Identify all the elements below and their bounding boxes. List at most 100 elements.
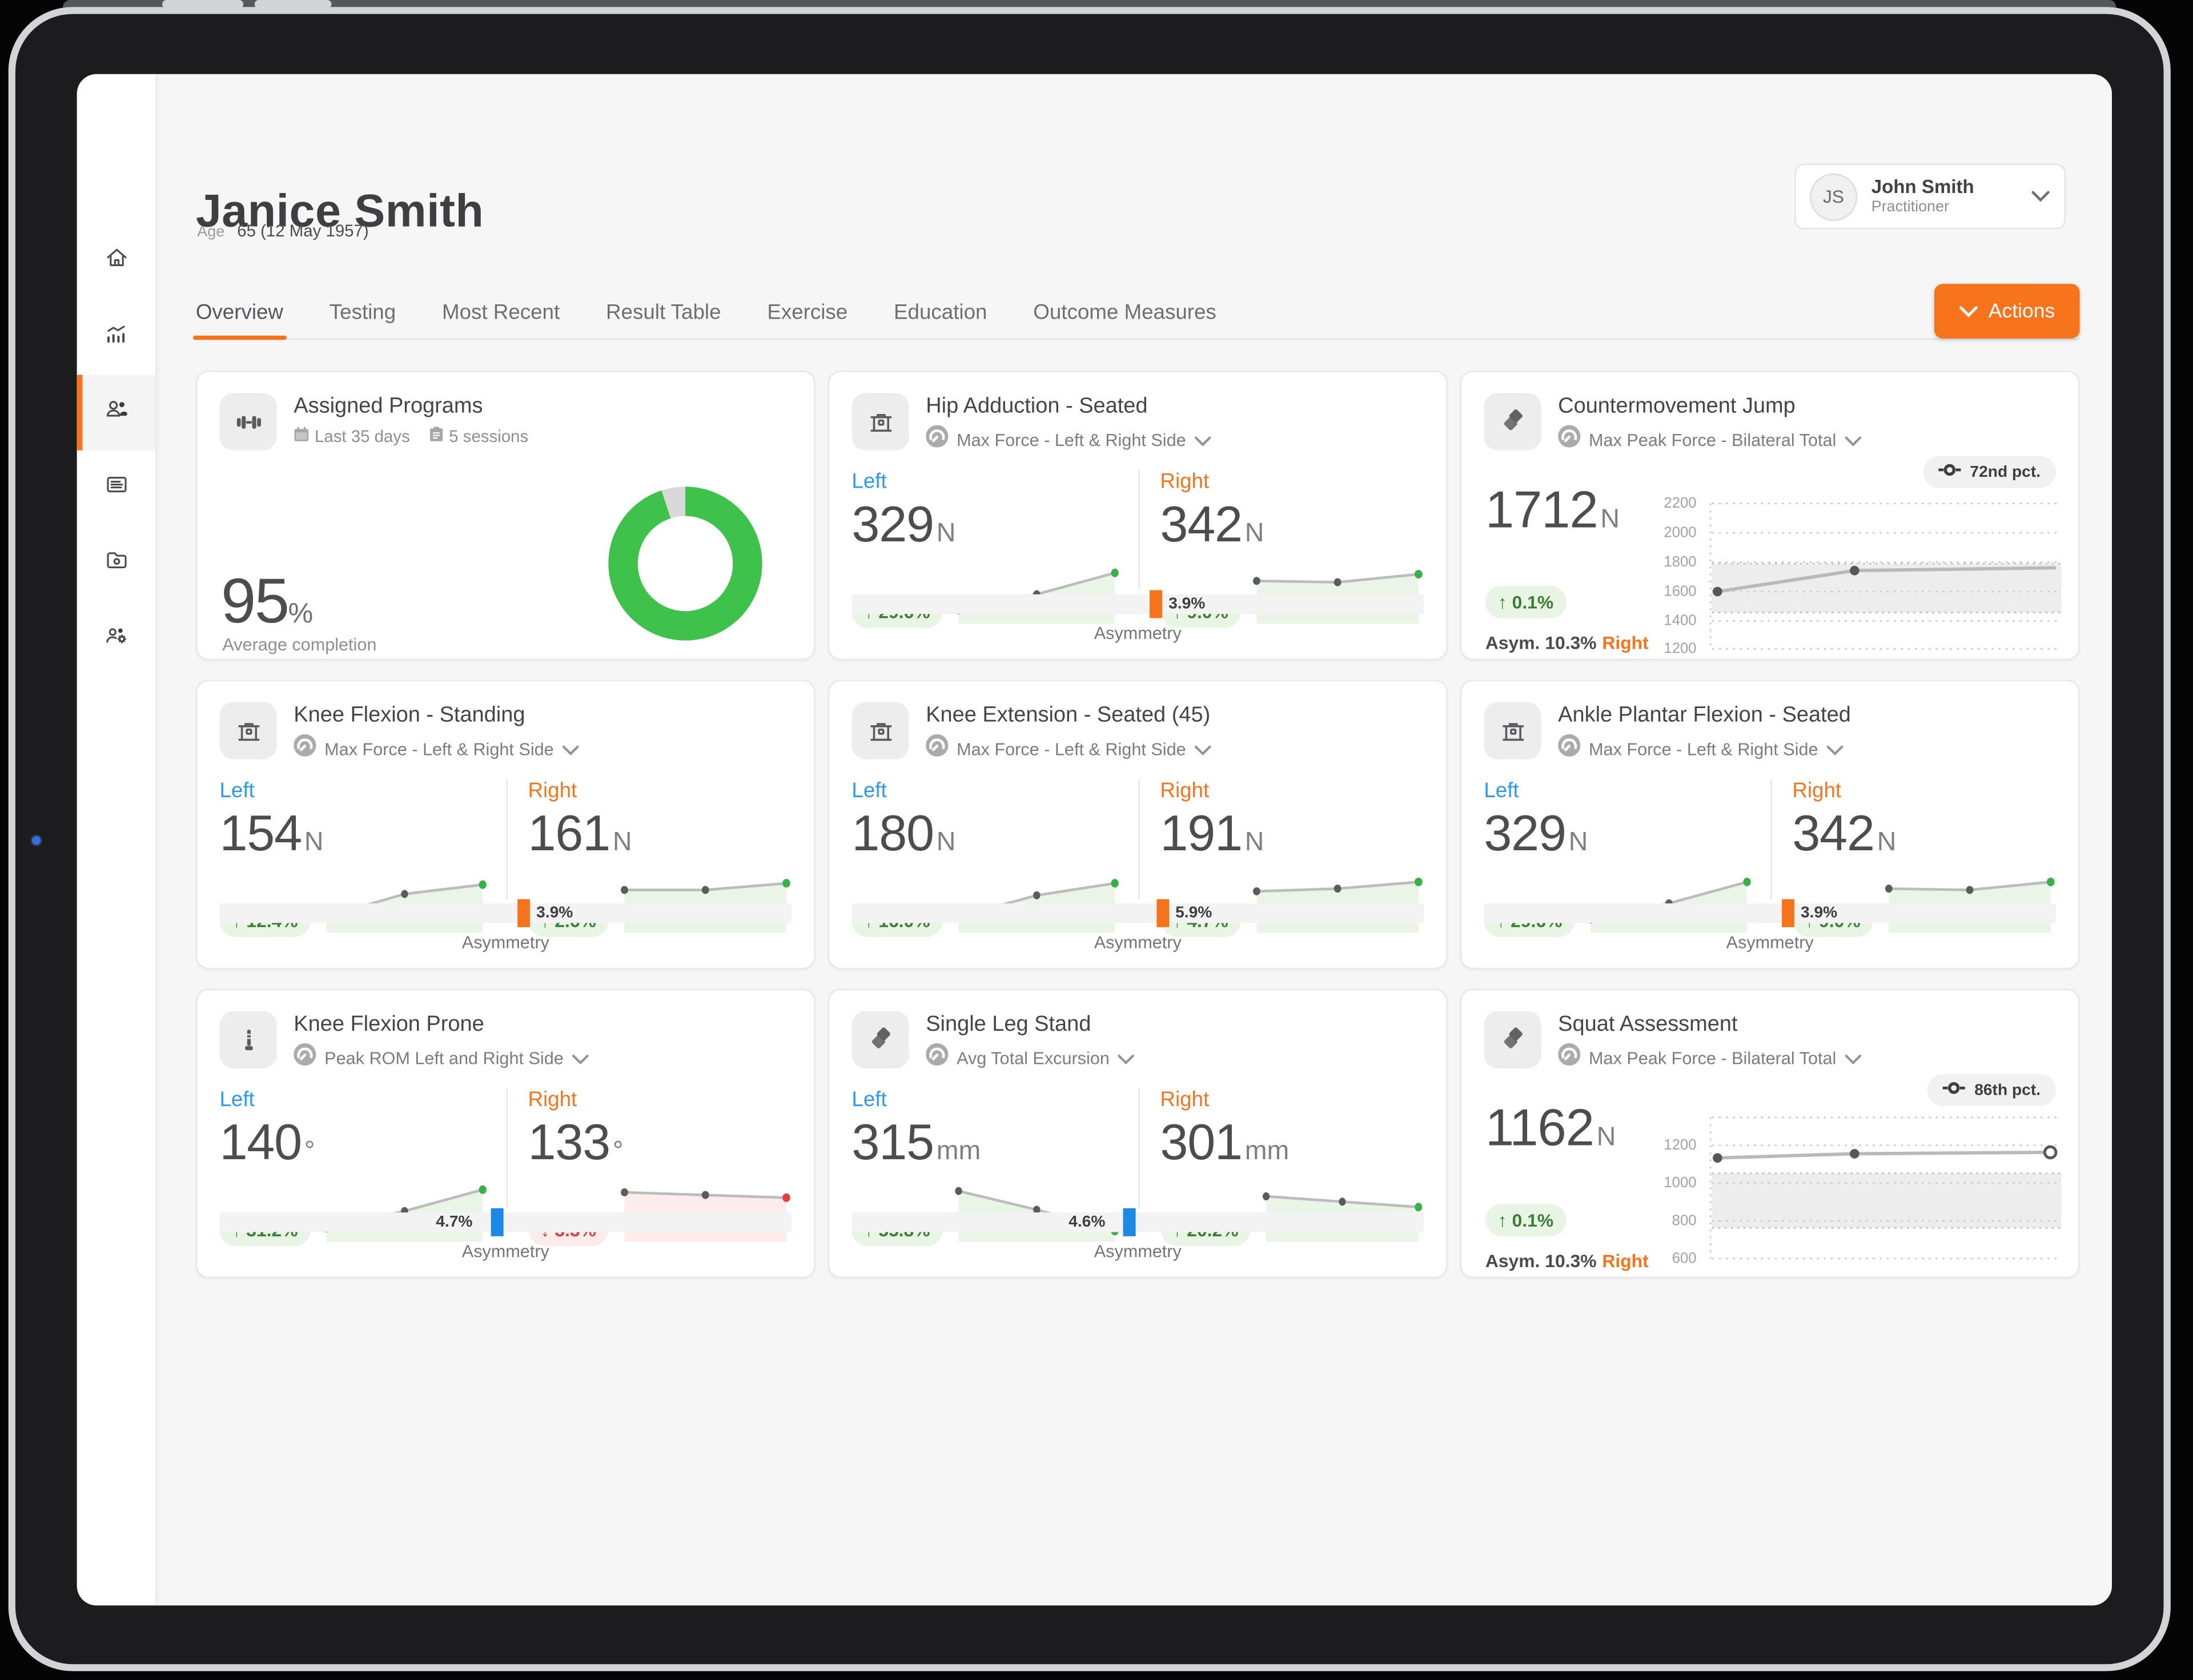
total-value: 1712 N	[1485, 481, 1620, 538]
card-title: Knee Flexion Prone	[294, 1012, 484, 1036]
tab-testing[interactable]: Testing	[329, 300, 396, 325]
tablet-power-button	[254, 0, 332, 9]
metric-selector[interactable]: Max Force - Left & Right Side	[926, 734, 1211, 763]
asymmetry-marker	[1157, 899, 1170, 927]
sidebar-item-team[interactable]	[77, 601, 155, 677]
left-value: 329 N	[1484, 804, 1588, 862]
metric-selector[interactable]: Max Force - Left & Right Side	[1558, 734, 1851, 763]
card-squat-assessment: Squat Assessment Max Peak Force - Bilate…	[1460, 988, 2080, 1279]
tab-most-recent[interactable]: Most Recent	[441, 300, 560, 325]
asymmetry-bar: 4.7%	[219, 1208, 792, 1236]
gauge-icon	[926, 734, 949, 763]
sidebar-item-analytics[interactable]	[77, 299, 155, 375]
gauge-icon	[926, 1043, 949, 1072]
card-ankle-plantar-flexion: Ankle Plantar Flexion - Seated Max Force…	[1460, 680, 2080, 970]
right-sparkline	[621, 1188, 791, 1242]
gauge-icon	[926, 425, 949, 454]
asymmetry-bar: 3.9%	[852, 590, 1424, 618]
asymmetry-marker	[491, 1208, 504, 1236]
chevron-down-icon	[1826, 736, 1843, 761]
completion-label: Average completion	[222, 634, 377, 655]
metric-selector[interactable]: Max Peak Force - Bilateral Total	[1558, 1043, 1862, 1072]
left-sparkline	[323, 880, 487, 933]
right-value: 161 N	[528, 804, 632, 862]
sidebar	[77, 74, 155, 1606]
force-plates-icon	[1484, 1011, 1541, 1069]
force-plates-icon	[1484, 393, 1541, 451]
tablet-camera	[32, 836, 41, 845]
practitioner-menu[interactable]: JS John Smith Practitioner	[1794, 163, 2066, 230]
percentile-icon	[1938, 463, 1961, 481]
metric-selector[interactable]: Max Force - Left & Right Side	[926, 425, 1211, 454]
asymmetry-bar: 3.9%	[1484, 899, 2057, 927]
card-knee-flexion-prone: Knee Flexion Prone Peak ROM Left and Rig…	[195, 988, 816, 1279]
tab-exercise[interactable]: Exercise	[767, 300, 848, 325]
dynamometer-machine-icon	[852, 393, 909, 451]
metric-selector[interactable]: Max Force - Left & Right Side	[294, 734, 579, 763]
dynamometer-machine-icon	[1484, 702, 1541, 759]
avatar: JS	[1809, 172, 1858, 220]
results-list-icon	[103, 471, 130, 505]
metric-selector[interactable]: Peak ROM Left and Right Side	[294, 1043, 589, 1072]
force-plates-icon	[852, 1011, 909, 1069]
sidebar-item-profiles[interactable]	[77, 375, 155, 451]
right-sparkline	[621, 879, 791, 933]
card-title: Knee Flexion - Standing	[294, 703, 525, 728]
gauge-icon	[294, 1043, 316, 1072]
chevron-down-icon	[1194, 427, 1211, 452]
left-sparkline	[1587, 877, 1751, 933]
right-value: 301 mm	[1160, 1113, 1290, 1171]
change-badge: ↑ 0.1%	[1485, 1204, 1567, 1236]
left-value: 329 N	[852, 495, 956, 553]
completion-value: 95%	[220, 565, 314, 637]
right-sparkline	[1263, 1192, 1423, 1242]
chevron-down-icon	[1959, 300, 1978, 322]
left-value: 315 mm	[852, 1113, 981, 1171]
right-value: 191 N	[1160, 804, 1264, 862]
profiles-icon	[103, 396, 130, 429]
tab-outcome-measures[interactable]: Outcome Measures	[1033, 300, 1216, 325]
calendar-icon	[294, 427, 309, 446]
tab-result-table[interactable]: Result Table	[606, 300, 721, 325]
practitioner-name: John Smith	[1871, 176, 1974, 198]
trend-chart: 2200 2000 1800 1600 1400 1200	[1658, 495, 2062, 657]
app-screen: Janice Smith Age 65 (12 May 1957) JS Joh…	[77, 74, 2112, 1606]
left-value: 154 N	[219, 804, 324, 862]
tab-overview[interactable]: Overview	[192, 294, 286, 340]
right-value: 133 °	[528, 1113, 624, 1171]
period-meta: Last 35 days	[294, 427, 410, 446]
sidebar-item-results[interactable]	[77, 451, 155, 526]
card-title: Countermovement Jump	[1558, 394, 1796, 419]
chevron-down-icon	[562, 736, 579, 761]
goniometer-device-icon	[219, 1011, 277, 1069]
metric-selector[interactable]: Max Peak Force - Bilateral Total	[1558, 425, 1862, 454]
left-sparkline	[323, 1185, 487, 1242]
card-title: Knee Extension - Seated (45)	[926, 703, 1211, 728]
asymmetry-bar: 5.9%	[852, 899, 1424, 927]
metric-selector[interactable]: Avg Total Excursion	[926, 1043, 1135, 1072]
asymmetry-text: Asym. 10.3% Right	[1485, 1250, 1649, 1272]
left-sparkline	[955, 879, 1119, 933]
card-title: Hip Adduction - Seated	[926, 394, 1148, 419]
percentile-badge: 86th pct.	[1926, 1074, 2057, 1107]
chevron-down-icon	[1118, 1046, 1135, 1071]
gauge-icon	[1558, 1043, 1581, 1072]
right-value: 342 N	[1160, 495, 1264, 553]
tab-education[interactable]: Education	[894, 300, 987, 325]
clipboard-icon	[429, 427, 443, 446]
left-value: 140 °	[219, 1113, 315, 1171]
actions-button[interactable]: Actions	[1934, 284, 2080, 339]
page-title: Janice Smith	[195, 184, 484, 237]
age-value: 65 (12 May 1957)	[237, 220, 369, 241]
right-value: 342 N	[1792, 804, 1897, 862]
team-settings-icon	[103, 622, 130, 656]
patient-age: Age 65 (12 May 1957)	[197, 221, 368, 240]
right-sparkline	[1253, 877, 1423, 933]
age-label: Age	[197, 223, 225, 241]
sidebar-item-home[interactable]	[77, 224, 155, 299]
dumbbell-icon	[219, 393, 277, 451]
card-single-leg-stand: Single Leg Stand Avg Total Excursion Lef…	[828, 988, 1448, 1279]
sidebar-item-library[interactable]	[77, 526, 155, 601]
card-knee-extension: Knee Extension - Seated (45) Max Force -…	[828, 680, 1448, 970]
chevron-down-icon	[1845, 427, 1862, 452]
